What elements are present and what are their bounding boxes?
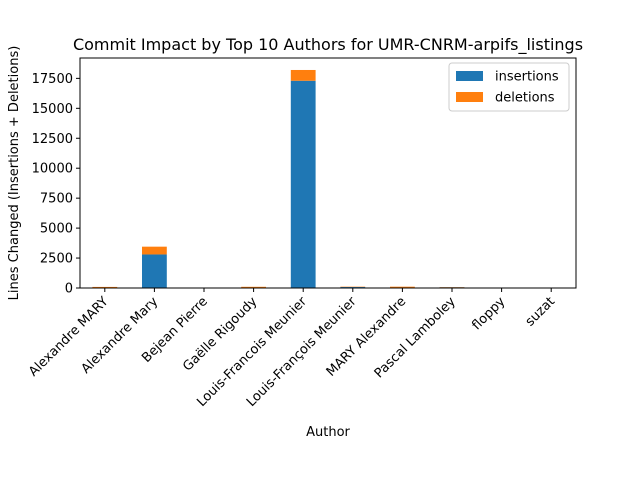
legend-swatch-insertions <box>456 71 483 81</box>
y-tick-label: 10000 <box>32 162 73 177</box>
bar-deletions-6 <box>390 286 415 288</box>
y-tick-label: 12500 <box>32 132 73 147</box>
y-tick-label: 7500 <box>40 192 73 207</box>
y-axis-title: Lines Changed (Insertions + Deletions) <box>7 46 22 301</box>
x-axis-title: Author <box>306 425 350 440</box>
y-tick-label: 5000 <box>40 222 73 237</box>
bar-deletions-4 <box>290 69 316 81</box>
y-tick-label: 17500 <box>32 72 73 87</box>
bar-deletions-0 <box>92 286 118 288</box>
plot-frame <box>79 57 577 289</box>
y-tick-label: 15000 <box>32 102 73 117</box>
bar-deletions-3 <box>241 286 266 288</box>
x-tick-label: floppy <box>469 294 508 333</box>
y-tick-label: 2500 <box>40 252 73 267</box>
chart-title: Commit Impact by Top 10 Authors for UMR-… <box>73 35 583 55</box>
bar-insertions-1 <box>142 254 167 288</box>
legend-label-insertions: insertions <box>495 70 559 85</box>
y-tick-label: 0 <box>65 282 73 297</box>
bars-layer <box>92 69 564 288</box>
y-axis: 0 2500 5000 7500 10000 12500 15000 17500 <box>32 72 80 297</box>
legend-label-deletions: deletions <box>495 91 555 106</box>
legend: insertions deletions <box>448 62 570 112</box>
x-tick-label: suzat <box>523 294 558 329</box>
bar-insertions-4 <box>290 80 316 288</box>
legend-swatch-deletions <box>456 92 483 102</box>
bar-deletions-1 <box>142 246 167 255</box>
